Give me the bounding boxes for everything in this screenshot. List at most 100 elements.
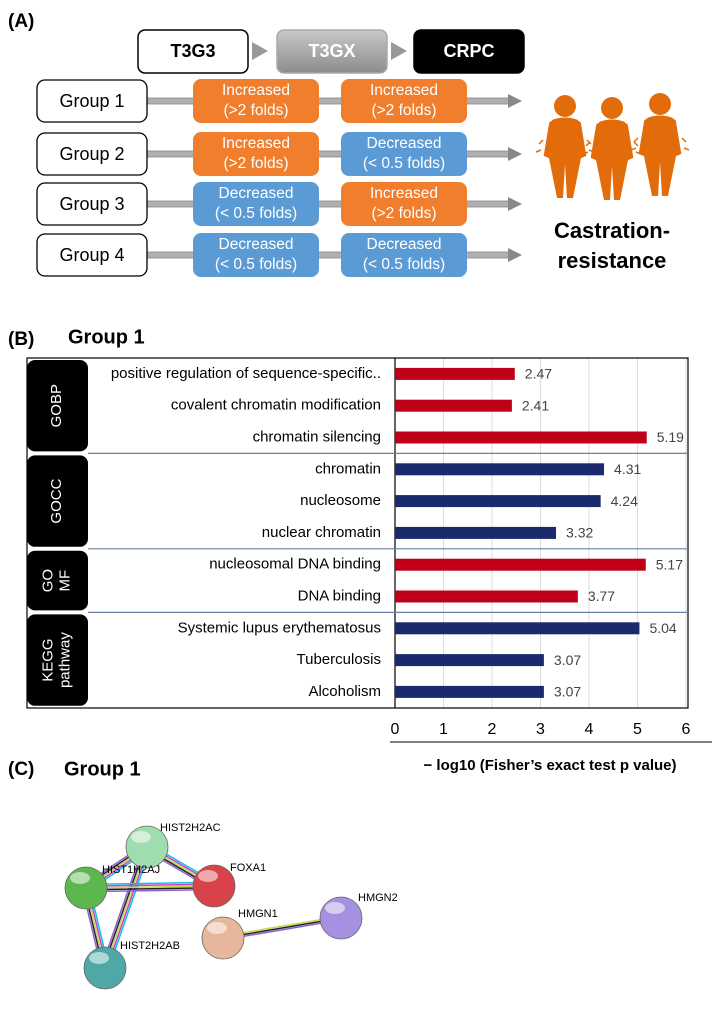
value-label: 4.31 — [614, 461, 641, 477]
network-edge — [86, 887, 215, 891]
change-label: (>2 folds) — [223, 155, 288, 172]
flow-arrowhead — [508, 94, 522, 108]
category-label: chromatin — [315, 460, 381, 477]
network-edge — [107, 847, 152, 970]
outcome-label: Castration- — [554, 218, 670, 243]
x-tick-label: 0 — [391, 721, 400, 738]
change-box — [341, 233, 467, 277]
stage-arrow — [391, 42, 407, 60]
group-name: Group 1 — [59, 91, 124, 111]
x-tick-label: 4 — [585, 721, 594, 738]
outcome-label: resistance — [558, 248, 667, 273]
panel-label: (C) — [8, 759, 34, 780]
group-tag — [27, 550, 88, 611]
bar — [395, 399, 512, 412]
people — [536, 93, 689, 200]
change-label: (>2 folds) — [223, 102, 288, 119]
change-label: (>2 folds) — [371, 205, 436, 222]
category-label: DNA binding — [298, 587, 381, 604]
panel-label: (B) — [8, 329, 34, 350]
value-label: 3.07 — [554, 684, 581, 700]
node-highlight — [70, 872, 90, 884]
change-label: Decreased — [219, 185, 294, 202]
group-tag-label: MF — [56, 570, 73, 592]
value-label: 5.17 — [656, 556, 683, 572]
group-tag — [27, 455, 88, 547]
change-label: Decreased — [219, 236, 294, 253]
change-label: Increased — [222, 82, 290, 99]
group-box — [36, 233, 148, 277]
change-box — [193, 233, 319, 277]
value-label: 3.07 — [554, 652, 581, 668]
value-label: 4.24 — [611, 493, 638, 509]
node-highlight — [198, 870, 218, 882]
flow-arrowhead — [508, 248, 522, 262]
node-label: FOXA1 — [230, 862, 266, 874]
change-box — [193, 132, 319, 176]
change-box — [193, 79, 319, 123]
node-label: HIST1H2AJ — [102, 864, 160, 876]
change-label: (>2 folds) — [371, 102, 436, 119]
group-name: Group 3 — [59, 194, 124, 214]
value-label: 2.47 — [525, 366, 552, 382]
group-box — [36, 182, 148, 226]
group-tag-label: GOCC — [48, 478, 65, 523]
x-tick-label: 3 — [536, 721, 545, 738]
change-label: Decreased — [367, 135, 442, 152]
bar — [395, 622, 640, 635]
category-label: nucleosomal DNA binding — [209, 556, 381, 573]
network-edge — [85, 881, 214, 886]
change-label: (< 0.5 folds) — [363, 155, 445, 172]
category-label: Tuberculosis — [297, 651, 381, 668]
x-tick-label: 2 — [488, 721, 497, 738]
value-label: 3.77 — [588, 588, 615, 604]
group-tag — [27, 614, 88, 706]
category-label: covalent chromatin modification — [171, 397, 381, 414]
group-box — [36, 132, 148, 176]
bar — [395, 367, 515, 380]
bar — [395, 431, 647, 444]
group-tag — [27, 360, 88, 452]
node-highlight — [131, 831, 151, 843]
change-label: Increased — [222, 135, 290, 152]
change-box — [193, 182, 319, 226]
change-label: (< 0.5 folds) — [363, 256, 445, 273]
node-label: HMGN2 — [358, 892, 398, 904]
value-label: 2.41 — [522, 397, 549, 413]
bar — [395, 526, 557, 539]
flow-arrowhead — [508, 197, 522, 211]
chart-title: Group 1 — [68, 326, 145, 348]
node-label: HIST2H2AC — [160, 822, 221, 834]
stage-box — [413, 29, 525, 74]
change-box — [341, 182, 467, 226]
x-tick-label: 6 — [682, 721, 691, 738]
value-label: 3.32 — [566, 525, 593, 541]
stage-box — [137, 29, 249, 74]
flow-arrowhead — [508, 147, 522, 161]
panel-title: Group 1 — [64, 758, 141, 780]
bar — [395, 654, 544, 667]
stage-box — [276, 29, 388, 74]
group-tag-label: KEGG — [39, 638, 56, 681]
bar — [395, 558, 646, 571]
node-highlight — [89, 952, 109, 964]
category-label: nuclear chromatin — [262, 524, 381, 541]
bar — [395, 590, 578, 603]
category-label: positive regulation of sequence-specific… — [111, 365, 381, 382]
category-label: Alcoholism — [308, 683, 381, 700]
network-edge — [86, 888, 215, 893]
change-box — [341, 132, 467, 176]
node-label: HMGN1 — [238, 908, 278, 920]
bar — [395, 463, 605, 476]
value-label: 5.19 — [657, 429, 684, 445]
change-label: Decreased — [367, 236, 442, 253]
group-box — [36, 79, 148, 123]
category-label: nucleosome — [300, 492, 381, 509]
stage-label: T3GX — [308, 41, 355, 61]
node-highlight — [207, 922, 227, 934]
panel-label: (A) — [8, 11, 34, 32]
network-edge — [100, 845, 145, 968]
x-tick-label: 5 — [633, 721, 642, 738]
change-box — [341, 79, 467, 123]
stage-label: CRPC — [443, 41, 494, 61]
